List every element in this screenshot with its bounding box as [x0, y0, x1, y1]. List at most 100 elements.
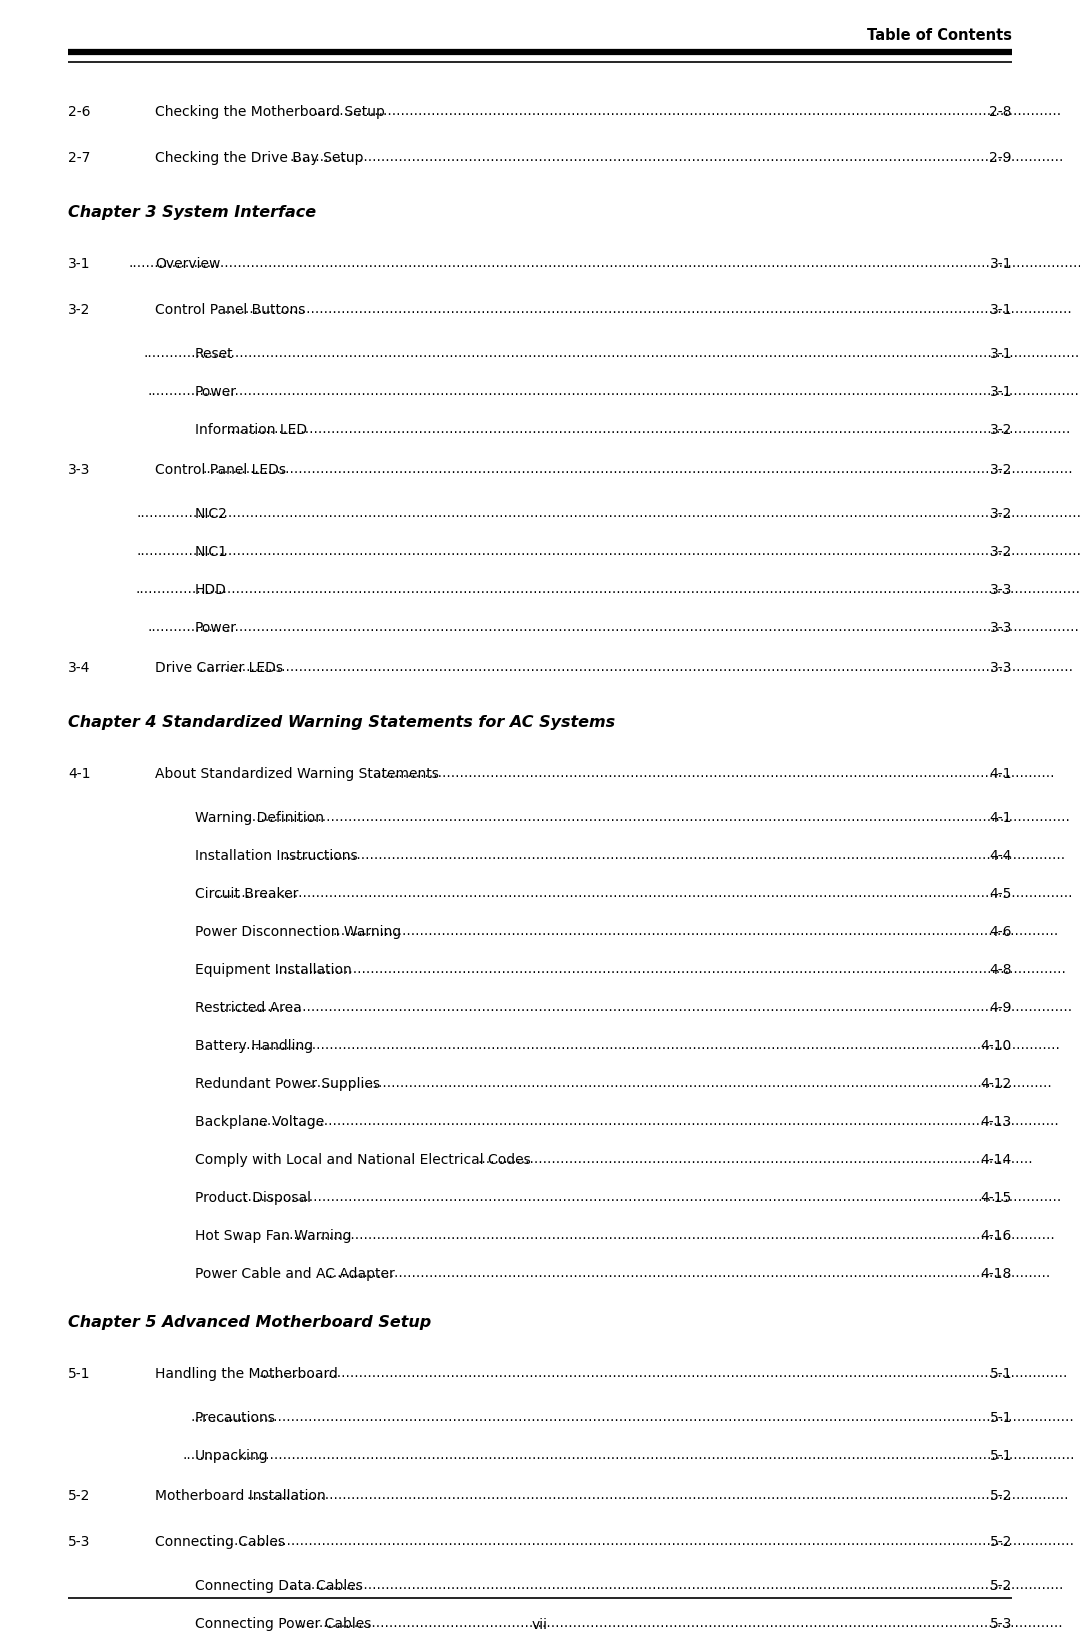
Text: Checking the Motherboard Setup: Checking the Motherboard Setup	[156, 106, 384, 119]
Text: Comply with Local and National Electrical Codes: Comply with Local and National Electrica…	[195, 1153, 530, 1167]
Text: 5-2: 5-2	[989, 1534, 1012, 1549]
Text: Chapter 4 Standardized Warning Statements for AC Systems: Chapter 4 Standardized Warning Statement…	[68, 714, 616, 729]
Text: HDD: HDD	[195, 582, 227, 597]
Text: 4-10: 4-10	[981, 1040, 1012, 1053]
Text: vii: vii	[532, 1619, 548, 1632]
Text: 2-6: 2-6	[68, 106, 91, 119]
Text: ................................................................................: ........................................…	[259, 1366, 1068, 1381]
Text: Chapter 3 System Interface: Chapter 3 System Interface	[68, 205, 316, 219]
Text: ................................................................................: ........................................…	[309, 1076, 1052, 1091]
Text: About Standardized Warning Statements: About Standardized Warning Statements	[156, 767, 438, 780]
Text: ................................................................................: ........................................…	[215, 886, 1072, 901]
Text: 4-9: 4-9	[989, 1002, 1012, 1015]
Text: ................................................................................: ........................................…	[274, 962, 1067, 977]
Text: Motherboard Installation: Motherboard Installation	[156, 1488, 326, 1503]
Text: 4-1: 4-1	[68, 767, 91, 780]
Text: Drive Carrier LEDs: Drive Carrier LEDs	[156, 662, 283, 675]
Text: Product Disposal: Product Disposal	[195, 1191, 311, 1204]
Text: 3-1: 3-1	[989, 346, 1012, 361]
Text: Connecting Cables: Connecting Cables	[156, 1534, 285, 1549]
Text: Restricted Area: Restricted Area	[195, 1002, 301, 1015]
Text: Circuit Breaker: Circuit Breaker	[195, 888, 298, 901]
Text: 3-3: 3-3	[68, 464, 91, 477]
Text: ................................................................................: ........................................…	[233, 1038, 1061, 1053]
Text: ................................................................................: ........................................…	[298, 1617, 1064, 1630]
Text: ................................................................................: ........................................…	[199, 660, 1074, 675]
Text: ................................................................................: ........................................…	[373, 766, 1055, 780]
Text: 4-16: 4-16	[981, 1229, 1012, 1242]
Text: 5-1: 5-1	[989, 1366, 1012, 1381]
Text: 5-1: 5-1	[989, 1411, 1012, 1426]
Text: Control Panel Buttons: Control Panel Buttons	[156, 304, 306, 317]
Text: Handling the Motherboard: Handling the Motherboard	[156, 1366, 338, 1381]
Text: 5-2: 5-2	[989, 1579, 1012, 1592]
Text: ................................................................................: ........................................…	[230, 1190, 1062, 1204]
Text: ................................................................................: ........................................…	[282, 848, 1065, 863]
Text: 4-1: 4-1	[989, 812, 1012, 825]
Text: 3-3: 3-3	[989, 620, 1012, 635]
Text: ................................................................................: ........................................…	[478, 1152, 1034, 1167]
Text: Power: Power	[195, 384, 237, 399]
Text: 4-14: 4-14	[981, 1153, 1012, 1167]
Text: Overview: Overview	[156, 257, 220, 271]
Text: Unpacking: Unpacking	[195, 1449, 269, 1464]
Text: Equipment Installation: Equipment Installation	[195, 964, 352, 977]
Text: 4-18: 4-18	[981, 1267, 1012, 1280]
Text: ................................................................................: ........................................…	[200, 1534, 1075, 1548]
Text: ................................................................................: ........................................…	[191, 1411, 1075, 1424]
Text: ................................................................................: ........................................…	[147, 620, 1079, 634]
Text: 4-15: 4-15	[981, 1191, 1012, 1204]
Text: Redundant Power Supplies: Redundant Power Supplies	[195, 1077, 380, 1091]
Text: 5-2: 5-2	[989, 1488, 1012, 1503]
Text: 3-3: 3-3	[989, 662, 1012, 675]
Text: 2-7: 2-7	[68, 152, 91, 165]
Text: 2-8: 2-8	[989, 106, 1012, 119]
Text: ................................................................................: ........................................…	[183, 1449, 1076, 1462]
Text: ................................................................................: ........................................…	[219, 1000, 1072, 1015]
Text: ................................................................................: ........................................…	[129, 256, 1080, 271]
Text: 4-6: 4-6	[989, 926, 1012, 939]
Text: 3-2: 3-2	[68, 304, 91, 317]
Text: NIC2: NIC2	[195, 507, 228, 521]
Text: Chapter 5 Advanced Motherboard Setup: Chapter 5 Advanced Motherboard Setup	[68, 1315, 431, 1330]
Text: Hot Swap Fan Warning: Hot Swap Fan Warning	[195, 1229, 351, 1242]
Text: 4-5: 4-5	[989, 888, 1012, 901]
Text: ................................................................................: ........................................…	[333, 924, 1058, 939]
Text: 5-3: 5-3	[989, 1617, 1012, 1630]
Text: 3-4: 3-4	[68, 662, 91, 675]
Text: 3-2: 3-2	[989, 464, 1012, 477]
Text: NIC1: NIC1	[195, 544, 228, 559]
Text: 4-13: 4-13	[981, 1115, 1012, 1129]
Text: 3-3: 3-3	[989, 582, 1012, 597]
Text: 3-2: 3-2	[989, 544, 1012, 559]
Text: Installation Instructions: Installation Instructions	[195, 850, 357, 863]
Text: Power: Power	[195, 620, 237, 635]
Text: ................................................................................: ........................................…	[243, 810, 1070, 825]
Text: ................................................................................: ........................................…	[136, 582, 1080, 596]
Text: 4-1: 4-1	[989, 767, 1012, 780]
Text: Control Panel LEDs: Control Panel LEDs	[156, 464, 286, 477]
Text: 5-1: 5-1	[68, 1366, 91, 1381]
Text: 4-12: 4-12	[981, 1077, 1012, 1091]
Text: Warning Definition: Warning Definition	[195, 812, 324, 825]
Text: 5-3: 5-3	[68, 1534, 91, 1549]
Text: ................................................................................: ........................................…	[224, 302, 1071, 317]
Text: 3-1: 3-1	[68, 257, 91, 271]
Text: ................................................................................: ........................................…	[136, 544, 1080, 558]
Text: ................................................................................: ........................................…	[289, 1579, 1064, 1592]
Text: 3-1: 3-1	[989, 257, 1012, 271]
Text: Connecting Power Cables: Connecting Power Cables	[195, 1617, 372, 1630]
Text: ................................................................................: ........................................…	[276, 1228, 1055, 1242]
Text: Table of Contents: Table of Contents	[867, 28, 1012, 43]
Text: Connecting Data Cables: Connecting Data Cables	[195, 1579, 363, 1592]
Text: Information LED: Information LED	[195, 422, 307, 437]
Text: ................................................................................: ........................................…	[136, 507, 1080, 520]
Text: Reset: Reset	[195, 346, 233, 361]
Text: Battery Handling: Battery Handling	[195, 1040, 313, 1053]
Text: Checking the Drive Bay Setup: Checking the Drive Bay Setup	[156, 152, 364, 165]
Text: Precautions: Precautions	[195, 1411, 275, 1426]
Text: 3-2: 3-2	[989, 422, 1012, 437]
Text: 4-8: 4-8	[989, 964, 1012, 977]
Text: ................................................................................: ........................................…	[246, 1488, 1069, 1502]
Text: ................................................................................: ........................................…	[226, 422, 1070, 436]
